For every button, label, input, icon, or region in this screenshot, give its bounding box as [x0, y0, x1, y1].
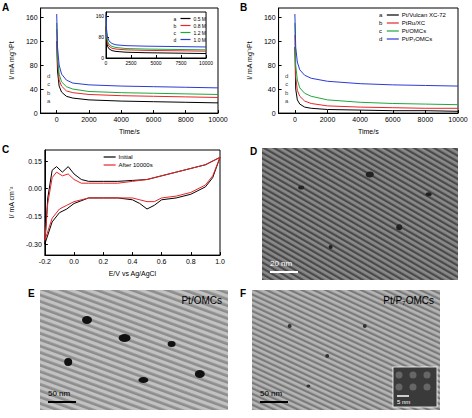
svg-text:50 nm: 50 nm [260, 389, 283, 398]
svg-text:Time/s: Time/s [358, 128, 379, 135]
svg-text:2000: 2000 [81, 116, 97, 123]
svg-text:0: 0 [272, 110, 276, 117]
svg-text:Pt/Vulcan XC-72: Pt/Vulcan XC-72 [402, 12, 447, 18]
svg-text:Pt/OMCs: Pt/OMCs [402, 28, 426, 34]
svg-text:160: 160 [26, 14, 38, 21]
svg-text:4000: 4000 [352, 116, 368, 123]
svg-text:40: 40 [268, 86, 276, 93]
svg-text:0.6: 0.6 [157, 258, 167, 265]
svg-text:a: a [379, 12, 383, 18]
svg-text:PtRu/XC: PtRu/XC [402, 20, 426, 26]
svg-text:40: 40 [30, 86, 38, 93]
svg-text:I/ mA mg⁻¹Pt: I/ mA mg⁻¹Pt [8, 41, 16, 80]
svg-text:0.4: 0.4 [128, 258, 138, 265]
svg-text:2500: 2500 [125, 60, 136, 66]
svg-text:0.8: 0.8 [186, 258, 196, 265]
svg-text:-0.15: -0.15 [26, 213, 42, 220]
svg-text:0: 0 [55, 116, 59, 123]
svg-text:120: 120 [26, 38, 38, 45]
svg-text:b: b [174, 23, 177, 29]
svg-text:0: 0 [101, 55, 104, 61]
svg-text:c: c [47, 81, 50, 87]
svg-text:0: 0 [293, 116, 297, 123]
svg-text:E/V vs Ag/AgCl: E/V vs Ag/AgCl [109, 270, 157, 278]
svg-text:8000: 8000 [178, 116, 194, 123]
svg-text:6000: 6000 [146, 116, 162, 123]
svg-text:C: C [2, 144, 9, 155]
svg-text:-0.2: -0.2 [39, 258, 51, 265]
svg-text:10000: 10000 [199, 60, 213, 66]
svg-text:6000: 6000 [385, 116, 401, 123]
svg-text:7500: 7500 [175, 60, 186, 66]
svg-text:80: 80 [98, 34, 104, 40]
svg-text:d: d [285, 73, 288, 79]
svg-text:5000: 5000 [150, 60, 161, 66]
svg-text:0.5 M: 0.5 M [194, 16, 207, 22]
svg-text:c: c [174, 30, 177, 36]
html-text:F: F [240, 288, 247, 299]
svg-text:c: c [379, 28, 382, 34]
svg-text:0.8 M: 0.8 M [194, 23, 207, 29]
svg-text:Pt/P₇OMCs: Pt/P₇OMCs [402, 36, 432, 42]
svg-text:4000: 4000 [113, 116, 129, 123]
svg-text:0.2: 0.2 [98, 258, 108, 265]
svg-text:b: b [379, 20, 383, 26]
svg-text:5 nm: 5 nm [397, 399, 410, 405]
svg-text:Time/s: Time/s [119, 128, 140, 135]
svg-text:c: c [285, 81, 288, 87]
svg-text:b: b [47, 90, 51, 96]
svg-text:I/ mA cm⁻²: I/ mA cm⁻² [8, 186, 15, 218]
svg-text:0.15: 0.15 [28, 158, 42, 165]
svg-text:B: B [240, 2, 247, 13]
svg-text:I/ mA mg⁻¹Pt: I/ mA mg⁻¹Pt [246, 41, 254, 80]
html-text:D: D [250, 146, 258, 157]
svg-text:b: b [285, 90, 289, 96]
svg-text:a: a [47, 98, 51, 104]
svg-text:d: d [47, 73, 50, 79]
svg-text:0.0: 0.0 [69, 258, 79, 265]
svg-text:Pt/OMCs: Pt/OMCs [181, 295, 222, 306]
svg-text:A: A [2, 2, 9, 13]
svg-text:8000: 8000 [418, 116, 434, 123]
svg-text:d: d [174, 37, 177, 43]
svg-text:0: 0 [105, 60, 108, 66]
svg-text:50 nm: 50 nm [48, 389, 71, 398]
svg-text:a: a [285, 98, 289, 104]
svg-text:Pt/P₇OMCs: Pt/P₇OMCs [383, 295, 434, 306]
svg-text:1.0 M: 1.0 M [194, 37, 207, 43]
svg-text:2000: 2000 [320, 116, 336, 123]
html-text:E: E [28, 288, 35, 299]
svg-text:a: a [174, 16, 177, 22]
svg-text:Initial: Initial [119, 154, 133, 160]
svg-text:After 10000s: After 10000s [119, 162, 153, 168]
svg-text:80: 80 [268, 62, 276, 69]
svg-text:160: 160 [96, 13, 105, 19]
svg-text:0: 0 [34, 110, 38, 117]
svg-text:1.0: 1.0 [215, 258, 225, 265]
svg-text:120: 120 [264, 38, 276, 45]
svg-text:-0.30: -0.30 [26, 241, 42, 248]
svg-text:1.2 M: 1.2 M [194, 30, 207, 36]
svg-text:80: 80 [30, 62, 38, 69]
svg-text:10000: 10000 [208, 116, 228, 123]
svg-text:d: d [379, 36, 382, 42]
svg-text:0.00: 0.00 [28, 185, 42, 192]
svg-text:10000: 10000 [448, 116, 468, 123]
svg-text:20 nm: 20 nm [270, 259, 293, 268]
svg-text:160: 160 [264, 14, 276, 21]
